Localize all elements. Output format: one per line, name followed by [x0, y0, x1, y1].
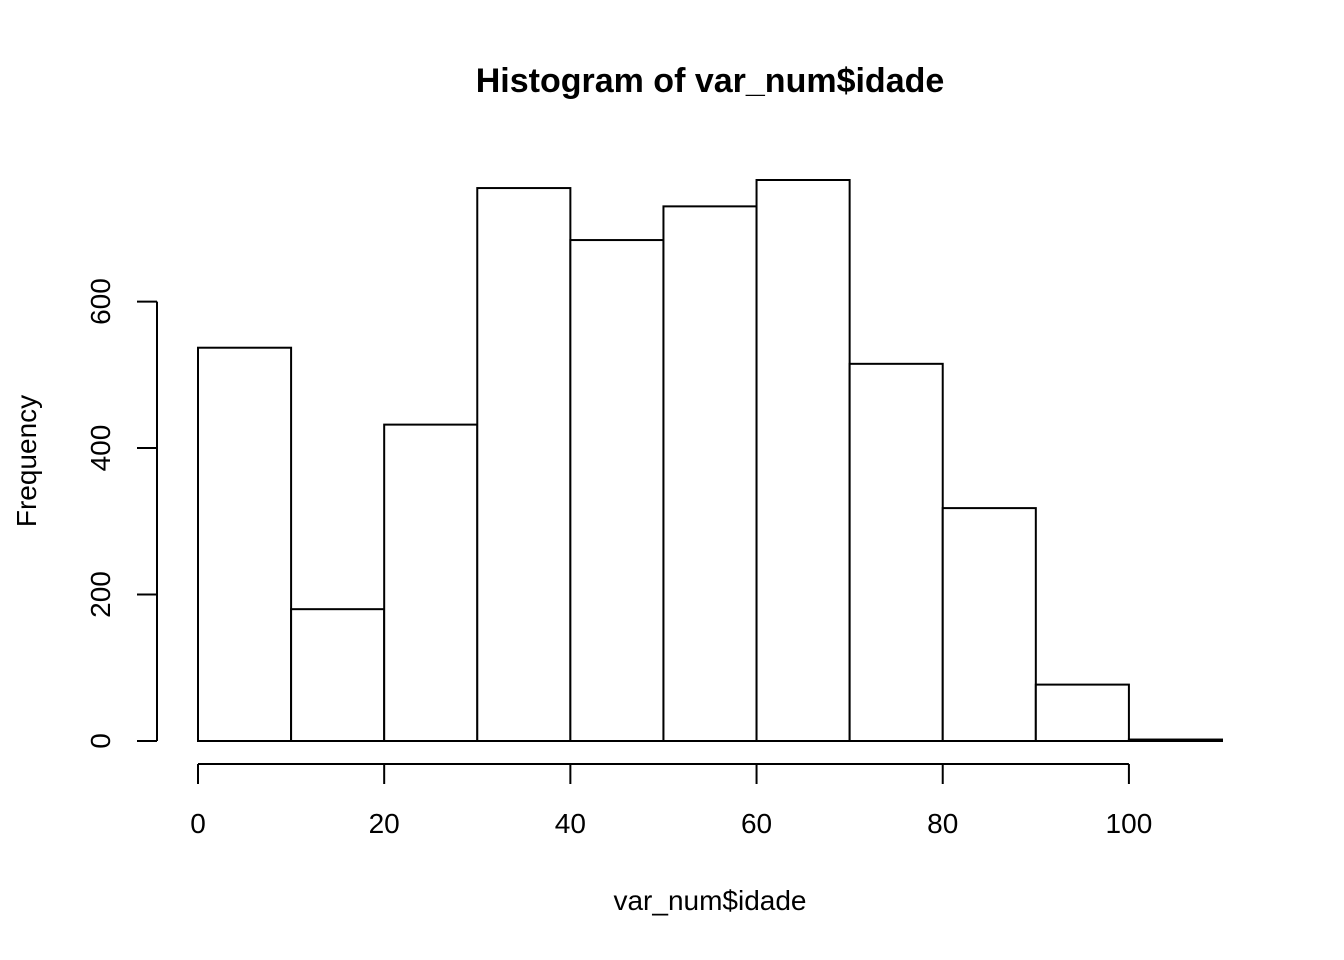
histogram-bar: [476, 187, 572, 742]
histogram-bar: [197, 346, 293, 742]
chart-title: Histogram of var_num$idade: [476, 62, 945, 100]
x-tick-label: 20: [369, 808, 400, 839]
x-axis: 0 20 40 60 80 100: [190, 763, 1153, 839]
y-tick-label: 600: [85, 278, 116, 325]
histogram-bar: [290, 608, 386, 742]
x-tick-label: 0: [190, 808, 206, 839]
x-tick-label: 100: [1106, 808, 1153, 839]
y-axis-label: Frequency: [11, 395, 42, 527]
histogram-bar: [662, 205, 758, 742]
x-tick-label: 60: [741, 808, 772, 839]
histogram-bar: [1127, 738, 1223, 743]
histogram-bar: [569, 239, 665, 742]
bars-group: [197, 179, 1223, 743]
y-axis: 0 200 400 600: [85, 278, 158, 749]
histogram-bar: [1034, 683, 1130, 743]
histogram-bar: [383, 423, 479, 742]
x-tick-label: 40: [555, 808, 586, 839]
x-axis-label: var_num$idade: [613, 885, 806, 916]
histogram-bar: [755, 179, 851, 742]
y-tick-label: 0: [85, 733, 116, 749]
y-tick-label: 200: [85, 571, 116, 618]
y-tick-label: 400: [85, 425, 116, 472]
x-tick-label: 80: [927, 808, 958, 839]
histogram-bar: [848, 362, 944, 742]
histogram-bar: [941, 507, 1037, 742]
